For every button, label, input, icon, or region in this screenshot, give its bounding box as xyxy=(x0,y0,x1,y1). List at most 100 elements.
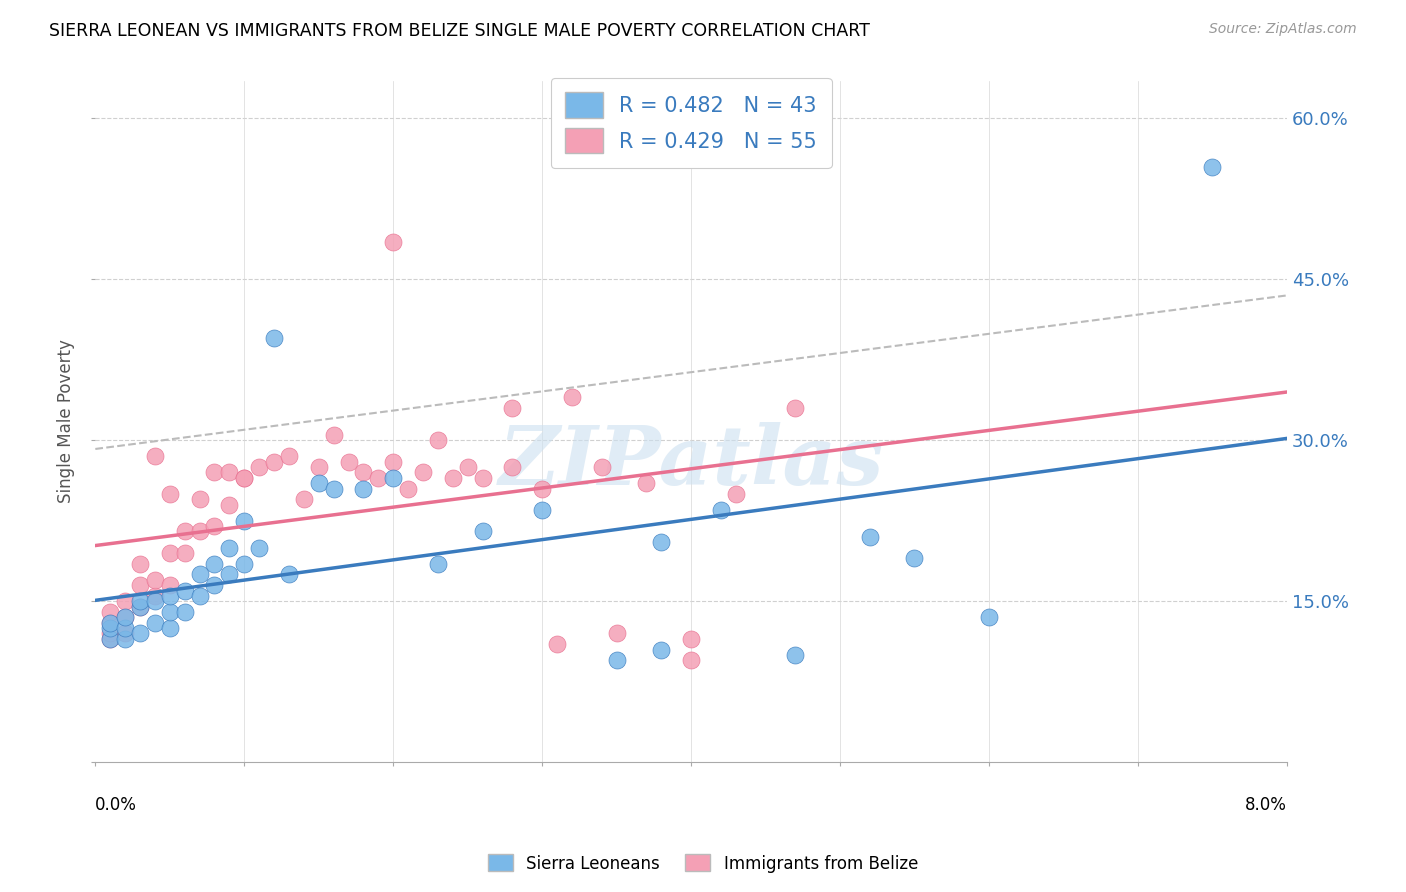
Point xyxy=(471,524,494,539)
Point xyxy=(188,492,211,507)
Point xyxy=(591,460,613,475)
Point xyxy=(188,524,211,539)
Point xyxy=(159,589,181,603)
Point xyxy=(114,626,136,640)
Point xyxy=(263,331,285,345)
Point xyxy=(367,471,389,485)
Point xyxy=(173,583,195,598)
Point xyxy=(143,594,166,608)
Point xyxy=(129,594,152,608)
Point xyxy=(129,557,152,571)
Point xyxy=(204,519,226,533)
Point xyxy=(710,503,733,517)
Point xyxy=(724,487,747,501)
Text: SIERRA LEONEAN VS IMMIGRANTS FROM BELIZE SINGLE MALE POVERTY CORRELATION CHART: SIERRA LEONEAN VS IMMIGRANTS FROM BELIZE… xyxy=(49,22,870,40)
Point xyxy=(382,455,405,469)
Point xyxy=(204,557,226,571)
Point xyxy=(159,605,181,619)
Point xyxy=(382,235,405,249)
Point xyxy=(382,471,405,485)
Point xyxy=(159,546,181,560)
Point xyxy=(247,541,270,555)
Point xyxy=(143,615,166,630)
Point xyxy=(233,514,256,528)
Point xyxy=(426,434,449,448)
Point xyxy=(114,594,136,608)
Text: 0.0%: 0.0% xyxy=(96,797,138,814)
Point xyxy=(396,482,419,496)
Point xyxy=(218,466,240,480)
Point xyxy=(98,632,121,646)
Point xyxy=(233,471,256,485)
Point xyxy=(636,476,658,491)
Point xyxy=(98,621,121,635)
Point xyxy=(322,428,344,442)
Point xyxy=(173,605,195,619)
Point xyxy=(457,460,479,475)
Point xyxy=(278,450,301,464)
Point xyxy=(292,492,315,507)
Point xyxy=(98,615,121,630)
Point xyxy=(441,471,464,485)
Point xyxy=(98,626,121,640)
Point xyxy=(143,450,166,464)
Point xyxy=(233,471,256,485)
Point xyxy=(98,615,121,630)
Point xyxy=(650,535,672,549)
Point xyxy=(114,632,136,646)
Y-axis label: Single Male Poverty: Single Male Poverty xyxy=(58,340,75,503)
Point xyxy=(159,621,181,635)
Point xyxy=(322,482,344,496)
Point xyxy=(859,530,882,544)
Text: 8.0%: 8.0% xyxy=(1244,797,1286,814)
Point xyxy=(263,455,285,469)
Point xyxy=(606,653,628,667)
Point xyxy=(129,578,152,592)
Point xyxy=(114,621,136,635)
Legend: R = 0.482   N = 43, R = 0.429   N = 55: R = 0.482 N = 43, R = 0.429 N = 55 xyxy=(551,78,831,168)
Point xyxy=(188,567,211,582)
Point xyxy=(159,487,181,501)
Point xyxy=(977,610,1000,624)
Point xyxy=(218,498,240,512)
Point xyxy=(681,653,703,667)
Point xyxy=(426,557,449,571)
Point xyxy=(1201,160,1223,174)
Point xyxy=(531,503,554,517)
Point xyxy=(278,567,301,582)
Text: Source: ZipAtlas.com: Source: ZipAtlas.com xyxy=(1209,22,1357,37)
Point xyxy=(159,578,181,592)
Point xyxy=(98,632,121,646)
Text: ZIPatlas: ZIPatlas xyxy=(498,423,884,502)
Point xyxy=(501,401,523,415)
Point xyxy=(233,557,256,571)
Point xyxy=(129,626,152,640)
Point xyxy=(561,390,583,404)
Point xyxy=(188,589,211,603)
Point xyxy=(650,642,672,657)
Point xyxy=(412,466,434,480)
Point xyxy=(173,546,195,560)
Point xyxy=(501,460,523,475)
Point xyxy=(204,578,226,592)
Point xyxy=(531,482,554,496)
Point xyxy=(129,599,152,614)
Point xyxy=(681,632,703,646)
Point xyxy=(352,482,374,496)
Point xyxy=(308,460,330,475)
Point xyxy=(218,541,240,555)
Point xyxy=(546,637,568,651)
Point xyxy=(114,610,136,624)
Point xyxy=(143,573,166,587)
Point xyxy=(129,599,152,614)
Point xyxy=(903,551,925,566)
Point xyxy=(352,466,374,480)
Point xyxy=(204,466,226,480)
Point xyxy=(471,471,494,485)
Point xyxy=(218,567,240,582)
Point xyxy=(337,455,360,469)
Point xyxy=(114,610,136,624)
Point xyxy=(785,401,807,415)
Point xyxy=(98,605,121,619)
Point xyxy=(143,589,166,603)
